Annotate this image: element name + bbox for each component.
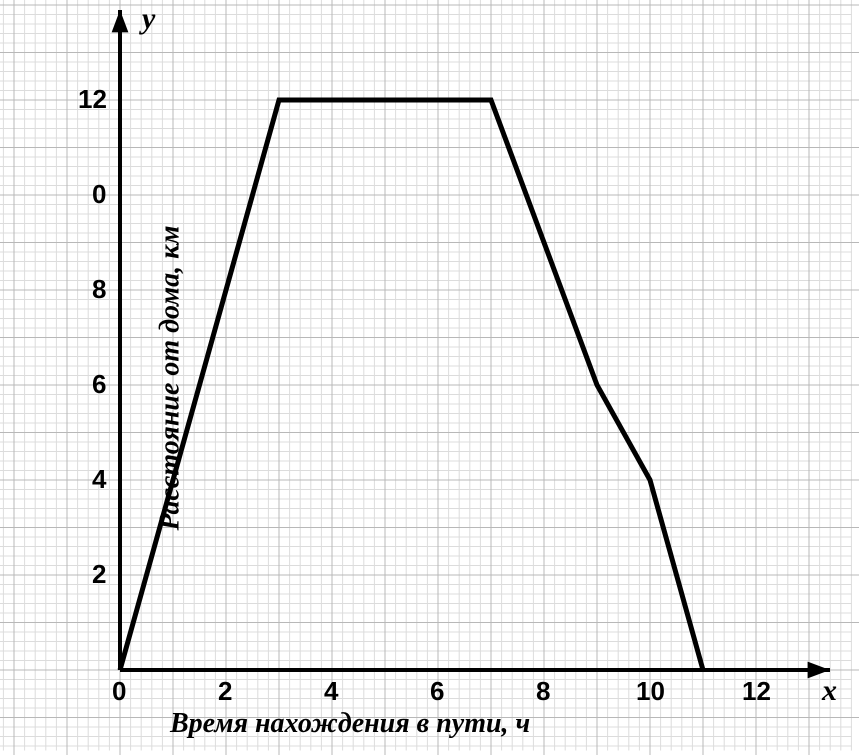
x-axis-label: Время нахождения в пути, ч (170, 708, 530, 740)
x-tick-label: 6 (430, 676, 444, 707)
x-tick-label: 8 (536, 676, 550, 707)
y-tick-label: 2 (92, 559, 106, 590)
x-tick-label: 10 (636, 676, 665, 707)
x-tick-label: 0 (112, 676, 126, 707)
y-tick-label: 12 (78, 84, 107, 115)
y-tick-label: 4 (92, 464, 106, 495)
y-tick-label: 8 (92, 274, 106, 305)
chart-container: Расстояние от дома, км Время нахождения … (0, 0, 859, 755)
y-axis-letter: y (142, 2, 155, 36)
x-tick-label: 12 (742, 676, 771, 707)
x-tick-label: 4 (324, 676, 338, 707)
y-axis-label: Расстояние от дома, км (155, 225, 187, 530)
x-tick-label: 2 (218, 676, 232, 707)
x-axis-letter: x (822, 674, 837, 708)
chart-svg (0, 0, 859, 755)
y-tick-label: 6 (92, 369, 106, 400)
y-tick-label: 0 (92, 179, 106, 210)
